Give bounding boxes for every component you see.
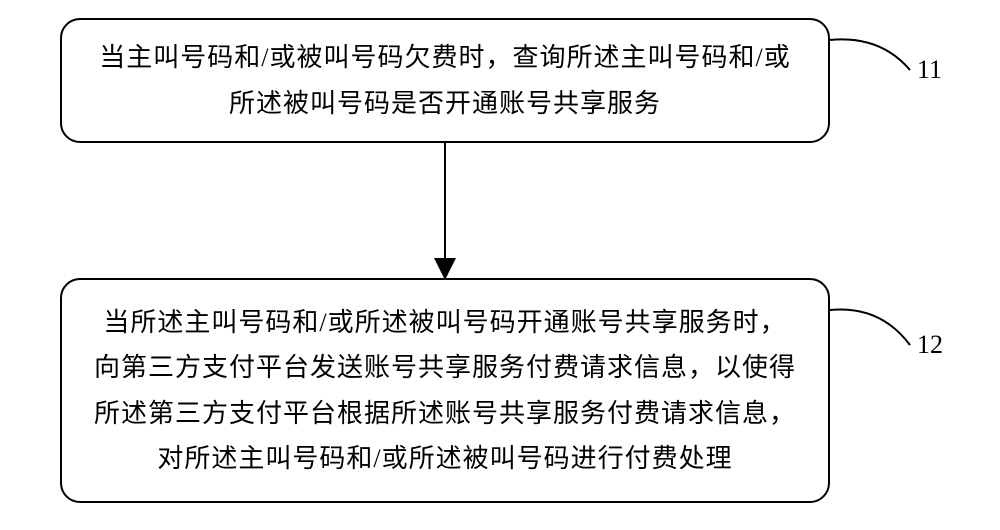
node-2-label: 12 <box>917 330 943 360</box>
flowchart-arrow-head <box>434 258 456 280</box>
node-2-text: 当所述主叫号码和/或所述被叫号码开通账号共享服务时，向第三方支付平台发送账号共享… <box>92 300 798 482</box>
node-1-text: 当主叫号码和/或被叫号码欠费时，查询所述主叫号码和/或所述被叫号码是否开通账号共… <box>92 35 798 126</box>
label-1-connector <box>830 30 920 90</box>
flowchart-node-2: 当所述主叫号码和/或所述被叫号码开通账号共享服务时，向第三方支付平台发送账号共享… <box>60 278 830 503</box>
flowchart-arrow-line <box>444 143 446 263</box>
flowchart-container: 当主叫号码和/或被叫号码欠费时，查询所述主叫号码和/或所述被叫号码是否开通账号共… <box>0 0 1000 530</box>
label-2-connector <box>830 300 920 360</box>
flowchart-node-1: 当主叫号码和/或被叫号码欠费时，查询所述主叫号码和/或所述被叫号码是否开通账号共… <box>60 18 830 143</box>
node-1-label: 11 <box>917 55 942 85</box>
